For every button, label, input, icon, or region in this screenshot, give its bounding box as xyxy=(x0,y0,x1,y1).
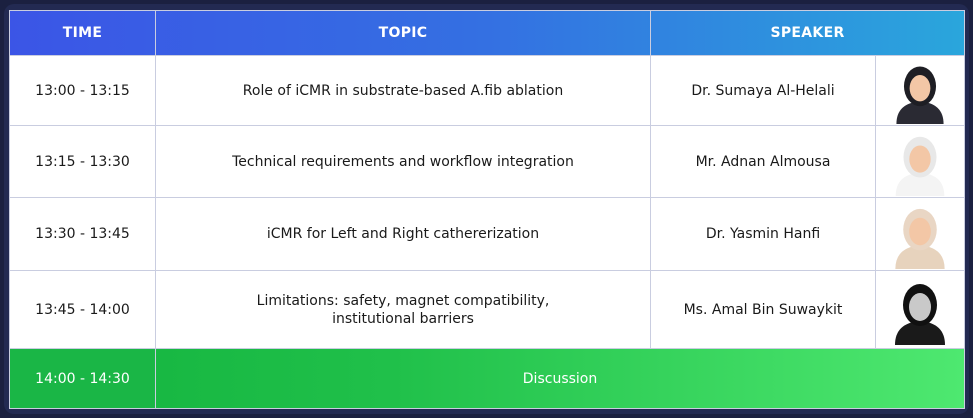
face xyxy=(909,217,931,245)
time-cell: 13:30 - 13:45 xyxy=(9,197,156,271)
time-cell: 13:00 - 13:15 xyxy=(9,55,156,126)
topic-cell: Limitations: safety, magnet compatibilit… xyxy=(155,270,651,349)
shoulders xyxy=(896,100,944,124)
topic-line: Technical requirements and workflow inte… xyxy=(232,153,574,170)
topic-line: iCMR for Left and Right cathererization xyxy=(266,226,540,242)
header-cell: TOPIC xyxy=(155,10,651,56)
header-row: TIME TOPIC SPEAKER xyxy=(9,10,966,56)
topic-line: Limitations: safety, magnet compatibilit… xyxy=(256,292,550,309)
speaker-photo xyxy=(896,65,944,124)
row: 13:15 - 13:30 Technical requirements and … xyxy=(9,125,966,198)
photo-cell xyxy=(874,197,966,271)
header-cell: SPEAKER xyxy=(649,10,966,56)
speaker-photo xyxy=(895,283,945,345)
topic-cell: Discussion xyxy=(154,348,966,409)
shoulders xyxy=(895,244,945,269)
shoulders xyxy=(895,320,945,345)
topic-line: Role of iCMR in substrate-based A.fib ab… xyxy=(242,82,564,99)
row: 13:45 - 14:00 Limitations: safety, magnet… xyxy=(9,270,966,349)
photo-cell xyxy=(874,125,966,198)
topic-line: institutional barriers xyxy=(332,310,474,327)
speaker-cell: Dr. Sumaya Al-Helali xyxy=(650,55,876,126)
face xyxy=(909,292,931,321)
topic-cell: Technical requirements and workflow inte… xyxy=(155,125,651,198)
speaker-photo xyxy=(895,136,945,196)
row: 13:30 - 13:45 iCMR for Left and Right cat… xyxy=(9,197,966,271)
topic-cell: iCMR for Left and Right cathererization xyxy=(155,197,651,271)
speaker-cell: Mr. Adnan Almousa xyxy=(650,125,876,198)
schedule-table: TIME TOPIC SPEAKER 13:00 - 13:15 Role of … xyxy=(9,10,966,409)
photo-cell xyxy=(874,270,966,349)
speaker-cell: Ms. Amal Bin Suwaykit xyxy=(650,270,876,349)
final-row: 14:00 - 14:30 Discussion xyxy=(9,348,966,409)
time-cell: 14:00 - 14:30 xyxy=(9,348,156,409)
speaker-photo xyxy=(895,208,945,269)
time-cell: 13:45 - 14:00 xyxy=(9,270,156,349)
header-cell: TIME xyxy=(9,10,156,56)
topic-cell: Role of iCMR in substrate-based A.fib ab… xyxy=(155,55,651,126)
face xyxy=(909,74,931,101)
photo-cell xyxy=(874,55,966,126)
speaker-cell: Dr. Yasmin Hanfi xyxy=(650,197,876,271)
face xyxy=(909,144,931,173)
shoulders xyxy=(895,172,945,196)
time-cell: 13:15 - 13:30 xyxy=(9,125,156,198)
row: 13:00 - 13:15 Role of iCMR in substrate-b… xyxy=(9,55,966,126)
